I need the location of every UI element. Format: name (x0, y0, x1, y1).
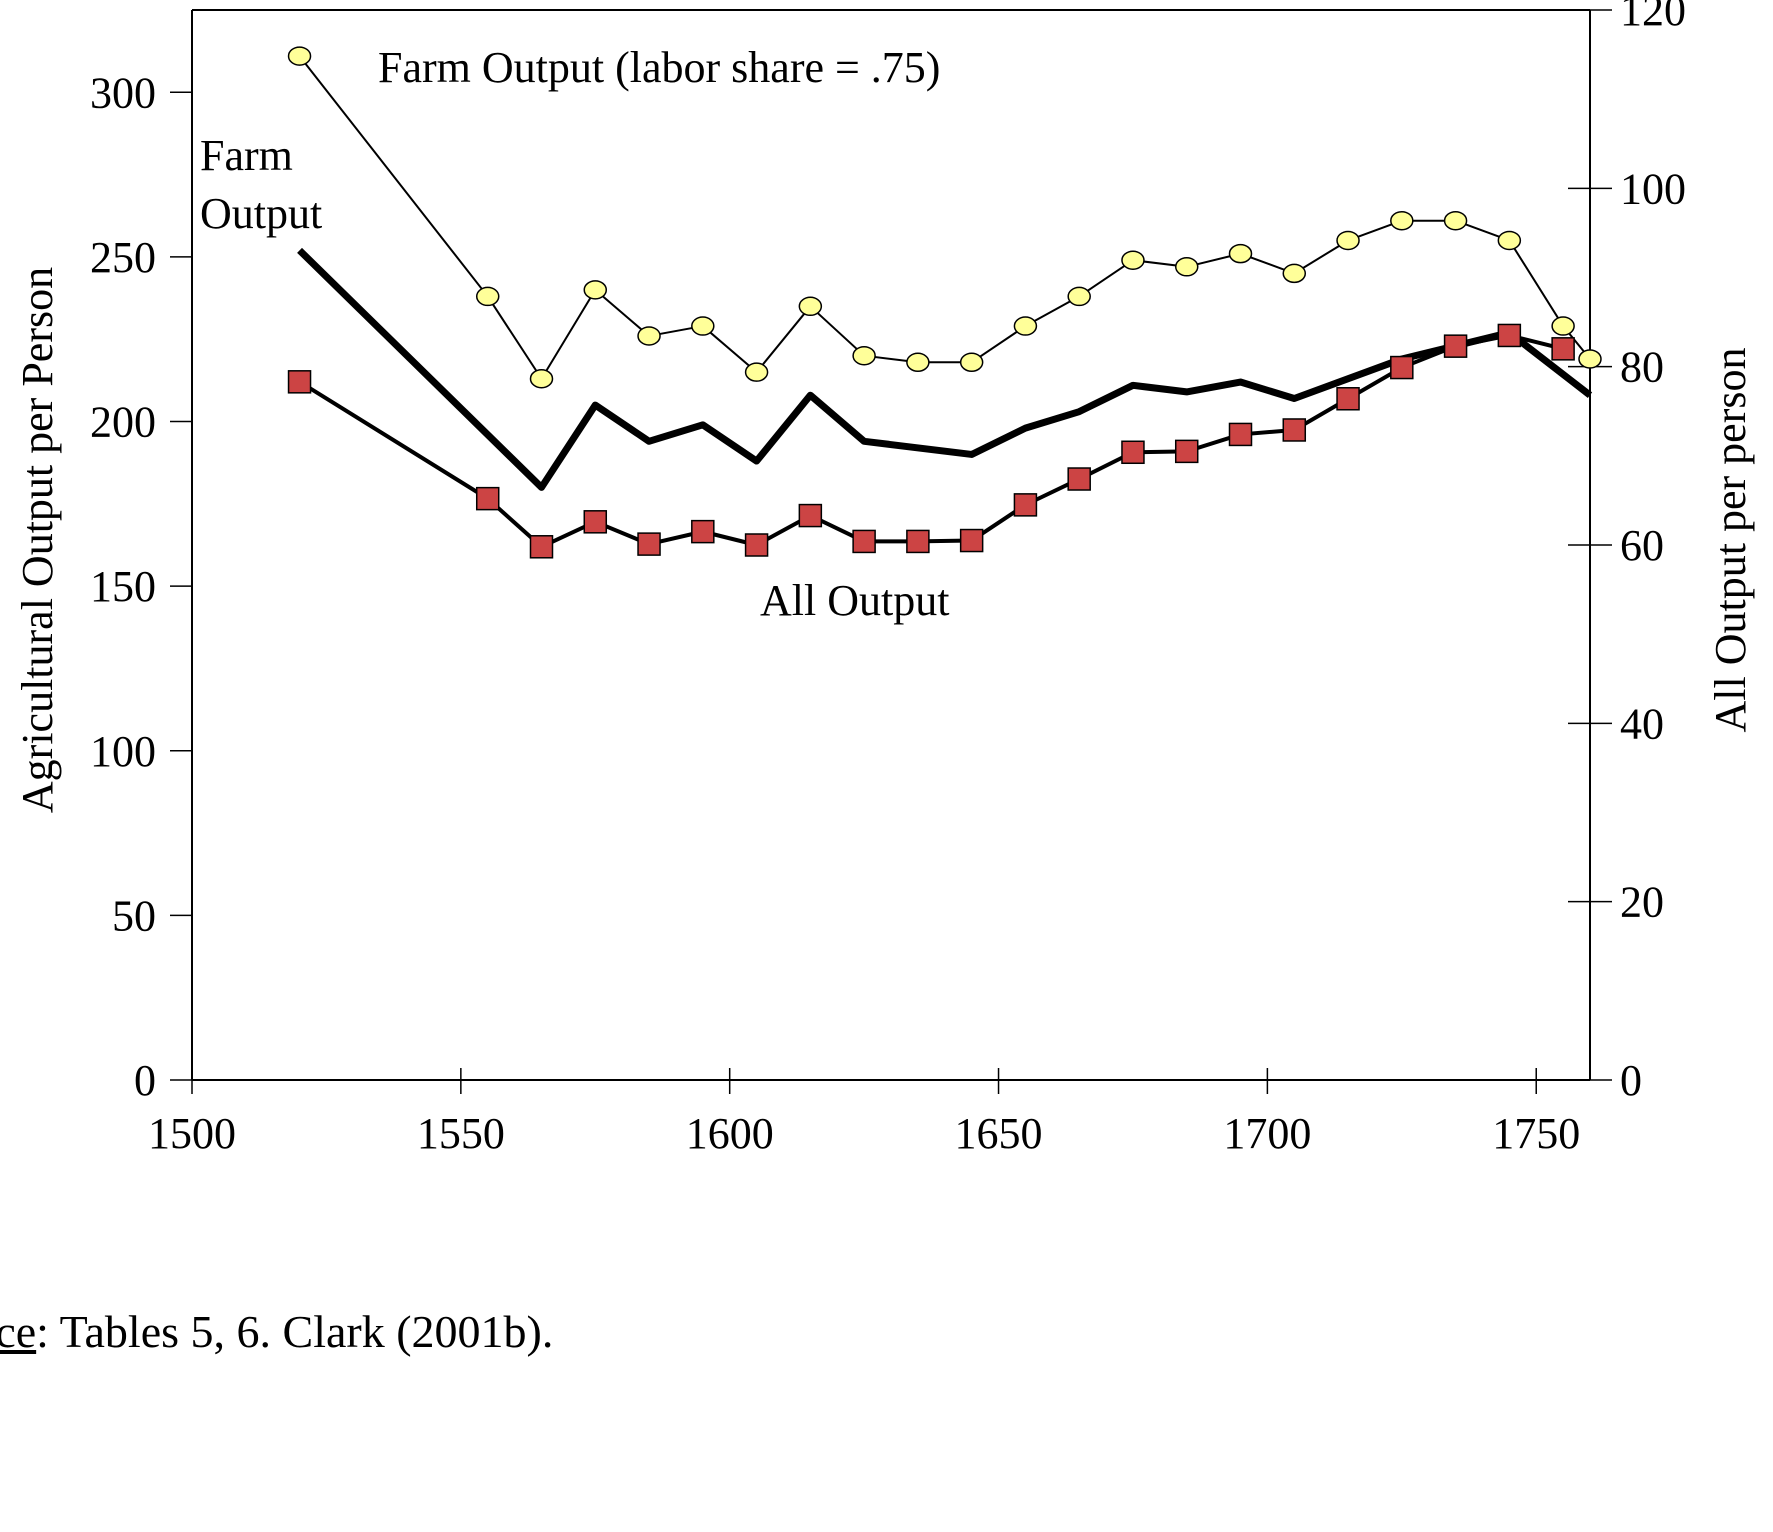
data-point-farm-output-labor-share-75 (1174, 257, 1199, 277)
data-point-farm-output-labor-share-75 (798, 296, 823, 317)
data-point-farm-output-labor-share-75 (529, 368, 554, 389)
data-point-all-output (906, 529, 930, 554)
left-y-axis: 0 50 100 150 200 250 300 (90, 68, 192, 1105)
right-tick-label: 20 (1620, 878, 1664, 927)
data-point-farm-output-labor-share-75 (475, 286, 500, 307)
data-point-all-output (529, 535, 554, 559)
data-point-all-output (1228, 422, 1253, 447)
data-point-all-output (959, 528, 984, 553)
right-tick-label: 60 (1620, 521, 1664, 570)
data-point-farm-output-labor-share-75 (906, 352, 930, 373)
source-note-prefix: rce (0, 1306, 37, 1357)
left-tick-label: 250 (90, 233, 156, 282)
x-tick-label: 1650 (955, 1109, 1043, 1158)
data-point-farm-output-labor-share-75 (1282, 263, 1307, 284)
right-tick-label: 80 (1620, 343, 1664, 392)
data-point-all-output (1013, 493, 1038, 517)
right-axis-title: All Output per person (1706, 348, 1755, 733)
data-point-all-output (1067, 467, 1091, 491)
left-tick-label: 0 (134, 1056, 156, 1105)
right-tick-label: 100 (1620, 164, 1686, 213)
series-line-all-output (298, 333, 1564, 549)
data-point-all-output (1497, 323, 1522, 348)
x-tick-label: 1550 (417, 1109, 505, 1158)
left-tick-label: 100 (90, 727, 156, 776)
data-point-farm-output-labor-share-75 (1551, 316, 1575, 336)
data-point-all-output (1551, 337, 1575, 361)
data-point-farm-output-labor-share-75 (1497, 230, 1522, 251)
right-tick-label: 120 (1620, 0, 1686, 35)
right-y-axis: 0 20 40 60 80 100 120 (1568, 0, 1686, 1105)
x-tick-label: 1500 (148, 1109, 236, 1158)
data-point-farm-output-labor-share-75 (691, 316, 715, 336)
data-point-farm-output-labor-share-75 (1121, 250, 1145, 270)
source-note-text: : Tables 5, 6. Clark (2001b). (36, 1306, 554, 1357)
data-point-all-output (287, 370, 312, 394)
data-point-farm-output-labor-share-75 (744, 362, 769, 382)
data-point-farm-output-labor-share-75 (1336, 230, 1360, 251)
data-point-all-output (1174, 439, 1199, 464)
data-point-farm-output-labor-share-75 (1013, 316, 1038, 336)
data-point-all-output (1336, 387, 1360, 411)
data-point-all-output (1121, 440, 1145, 465)
left-tick-label: 150 (90, 562, 156, 611)
data-point-all-output (583, 510, 608, 534)
data-point-farm-output-labor-share-75 (1228, 243, 1253, 264)
data-point-farm-output-labor-share-75 (1067, 286, 1091, 307)
annotation-output: Output (200, 189, 322, 238)
right-tick-label: 40 (1620, 699, 1664, 748)
data-point-all-output (744, 533, 769, 557)
data-point-all-output (475, 486, 500, 511)
left-axis-title: Agricultural Output per Person (13, 267, 62, 813)
data-point-all-output (1390, 355, 1414, 380)
data-point-all-output (1282, 418, 1307, 442)
x-tick-label: 1750 (1492, 1109, 1580, 1158)
left-tick-label: 200 (90, 398, 156, 447)
data-point-farm-output-labor-share-75 (637, 326, 661, 346)
data-point-all-output (852, 529, 876, 554)
series-line-farm-output (297, 247, 1593, 491)
left-tick-label: 50 (112, 891, 156, 940)
annotation-all-output: All Output (760, 576, 949, 625)
data-point-all-output (798, 503, 823, 528)
data-point-all-output (637, 532, 661, 556)
data-point-farm-output-labor-share-75 (287, 46, 312, 66)
right-tick-label: 0 (1620, 1056, 1642, 1105)
data-point-farm-output-labor-share-75 (1390, 210, 1414, 231)
series-layer (287, 46, 1602, 559)
data-point-all-output (1443, 334, 1468, 358)
x-tick-label: 1600 (686, 1109, 774, 1158)
annotation-farm: Farm (200, 131, 293, 180)
data-point-farm-output-labor-share-75 (1578, 349, 1602, 369)
source-note: rce: Tables 5, 6. Clark (2001b). (0, 1305, 553, 1358)
data-point-farm-output-labor-share-75 (583, 280, 608, 300)
data-point-all-output (691, 519, 715, 544)
data-point-farm-output-labor-share-75 (959, 352, 984, 373)
left-tick-label: 300 (90, 68, 156, 117)
x-axis: 1500 1550 1600 1650 1700 1750 (148, 1068, 1580, 1158)
data-point-farm-output-labor-share-75 (852, 345, 876, 366)
plot-frame (191, 9, 1591, 1081)
data-point-farm-output-labor-share-75 (1443, 210, 1468, 231)
annotation-farm-output-labor-share: Farm Output (labor share = .75) (378, 43, 940, 92)
x-tick-label: 1700 (1223, 1109, 1311, 1158)
